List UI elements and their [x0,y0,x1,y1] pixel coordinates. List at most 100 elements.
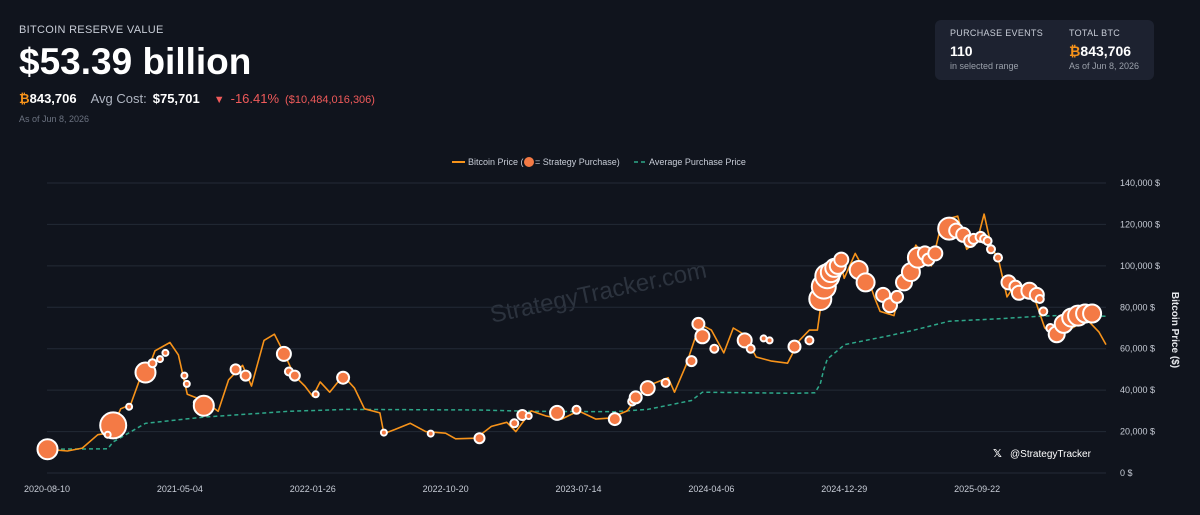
purchase-events-label: PURCHASE EVENTS [950,28,1044,38]
purchase-dot [180,371,189,380]
purchase-dot [311,390,320,399]
purchase-dot [982,236,993,246]
y-axis-label: Bitcoin Price ($) [1169,292,1180,368]
y-tick-label: 140,000 $ [1120,178,1160,188]
y-tick-label: 0 $ [1120,468,1133,478]
purchase-dot [890,289,904,304]
purchase-dot [1038,306,1049,317]
purchase-dot [736,332,753,349]
purchase-dot [660,377,671,388]
average-purchase-series [46,314,1107,450]
x-tick-label: 2022-10-20 [423,484,469,494]
purchase-dot [125,402,134,411]
purchase-dot [275,345,292,362]
purchase-dot [571,404,582,415]
change-percent: -16.41% [230,91,280,106]
watermark: StrategyTracker.com [488,257,709,329]
total-btc-value: ₿843,706 [1069,43,1132,59]
purchase-dots [36,216,1103,461]
purchase-dot [927,245,944,262]
total-btc-sub: As of Jun 8, 2026 [1069,61,1140,71]
reserve-stats-row: ₿843,706 Avg Cost: $75,701 ▼ -16.41% ($1… [19,91,375,106]
purchase-events-stat: PURCHASE EVENTS 110 in selected range [950,28,1043,71]
legend-price-label: Bitcoin Price ( [468,157,524,167]
purchase-dot [156,355,164,364]
purchase-dot [161,348,170,357]
x-tick-label: 2020-08-10 [24,484,70,494]
y-tick-label: 120,000 $ [1120,219,1160,229]
purchase-dot [1082,303,1103,324]
reserve-title: BITCOIN RESERVE VALUE [19,24,164,36]
chart-legend[interactable]: Bitcoin Price ( = Strategy Purchase) Ave… [452,157,746,167]
social-handle[interactable]: 𝕏 @StrategyTracker [993,447,1092,460]
purchase-dot [691,316,706,331]
y-axis-ticks: 0 $ 20,000 $ 40,000 $ 60,000 $ 80,000 $ 100,0… [1120,178,1160,478]
purchase-dot [147,358,158,369]
purchase-dot [549,404,566,421]
purchase-dot [509,418,520,429]
purchase-dot [192,394,215,417]
purchase-dot [182,379,191,388]
purchase-dot [833,251,850,268]
purchase-dot [765,336,774,345]
purchase-dot [239,369,252,382]
purchase-dot [288,369,301,382]
purchase-dot [607,412,622,427]
purchase-dot [36,438,59,461]
legend-avg-label: Average Purchase Price [649,157,746,167]
as-of-date: As of Jun 8, 2026 [19,114,90,124]
reserve-value: $53.39 billion [19,41,252,82]
x-tick-label: 2022-01-26 [290,484,336,494]
purchase-dot [685,355,698,368]
avg-cost-label: Avg Cost: [90,91,147,106]
x-tick-label: 2025-09-22 [954,484,1000,494]
grid-lines [47,182,1106,474]
reserve-header: BITCOIN RESERVE VALUE $53.39 billion ₿84… [19,24,375,124]
btc-symbol: ₿ [19,91,30,106]
summary-panel: PURCHASE EVENTS 110 in selected range TO… [935,20,1154,80]
total-btc-stat: TOTAL BTC ₿843,706 As of Jun 8, 2026 [1069,28,1139,71]
purchase-dot [787,339,802,354]
purchase-dot [103,430,112,439]
total-btc-label: TOTAL BTC [1069,28,1121,38]
avg-cost-value: $75,701 [152,91,200,106]
y-tick-label: 20,000 $ [1120,427,1155,437]
purchase-dot [709,343,720,354]
purchase-dot [379,428,388,437]
x-axis-ticks: 2020-08-10 2021-05-04 2022-01-26 2022-10-20… [24,484,1000,494]
purchase-dot [336,370,351,385]
purchase-dot [745,343,756,354]
purchase-dot [855,272,876,293]
purchase-dot [993,252,1003,263]
average-purchase-line [46,314,1107,450]
legend-purchase-label: = Strategy Purchase) [535,157,620,167]
purchase-dot [804,335,815,346]
x-tick-label: 2023-07-14 [555,484,601,494]
purchase-events-sub: in selected range [950,61,1019,71]
btc-holdings: ₿843,706 [19,91,77,106]
purchase-dot [524,412,533,420]
btc-symbol: ₿ [1069,43,1081,59]
legend-purchase-swatch [524,157,534,167]
purchase-dot [473,432,486,445]
purchase-dot [639,380,656,397]
y-tick-label: 80,000 $ [1120,302,1155,312]
x-tick-label: 2021-05-04 [157,484,203,494]
purchase-dot [986,244,996,255]
x-tick-label: 2024-12-29 [821,484,867,494]
y-tick-label: 100,000 $ [1120,261,1160,271]
purchase-dot [229,363,242,376]
change-absolute: ($10,484,016,306) [285,94,375,106]
x-tick-label: 2024-04-06 [688,484,734,494]
btc-amount: 843,706 [29,91,77,106]
x-logo-icon: 𝕏 [993,447,1002,460]
y-tick-label: 40,000 $ [1120,385,1155,395]
purchase-dot [628,390,643,405]
purchase-dot [426,429,435,438]
purchase-events-value: 110 [950,43,973,59]
y-tick-label: 60,000 $ [1120,344,1155,354]
purchase-dot [694,328,711,345]
purchase-dot [1034,294,1045,304]
down-arrow-icon: ▼ [213,94,225,106]
